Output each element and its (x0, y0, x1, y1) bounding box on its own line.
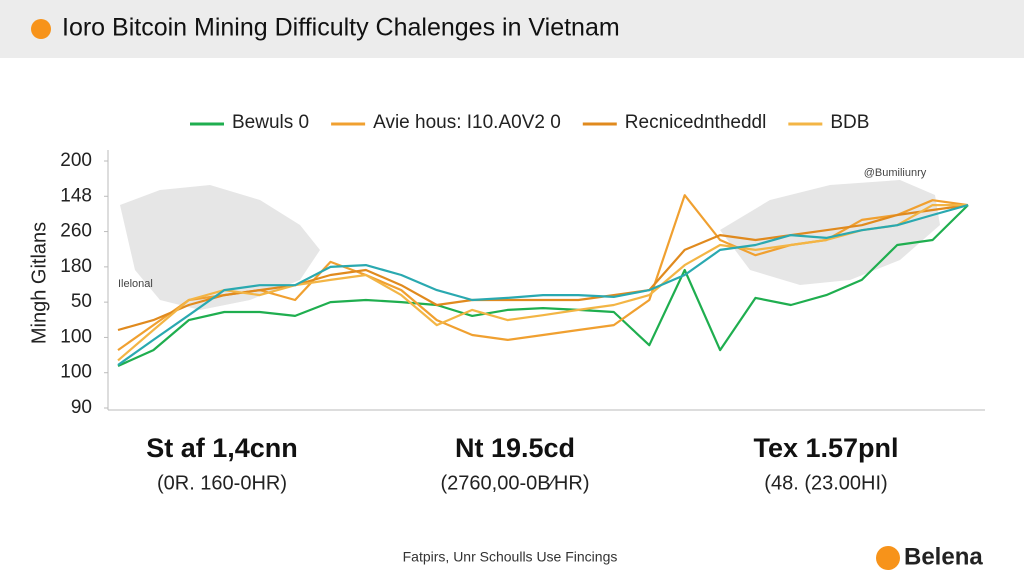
title: Ioro Bitcoin Mining Difficulty Chalenges… (62, 14, 620, 42)
y-axis-title: Mingh Gitlans (28, 222, 50, 344)
y-tick-label: 100 (60, 362, 92, 383)
legend-label: BDB (830, 112, 869, 133)
annotation: @Bumiliunry (864, 167, 927, 179)
legend-label: Avie hous: I10.A0V2 0 (373, 112, 561, 133)
header-bar (0, 0, 1024, 58)
brand: Belena (904, 543, 983, 570)
y-tick-label: 148 (60, 185, 92, 206)
y-tick-label: 260 (60, 221, 92, 242)
stats: St af 1,4cnn (0R. 160-0HR) Nt 19.5cd (2760,… (146, 433, 898, 494)
y-tick-label: 180 (60, 256, 92, 277)
y-tick-label: 50 (71, 291, 92, 312)
footer-source: Fatpirs, Unr Schoulls Use Fincings (403, 549, 618, 565)
stat-value: Nt 19.5cd (455, 433, 575, 463)
map-shape (720, 180, 940, 285)
stat-note: (48. (23.00HI) (764, 472, 887, 494)
y-tick-label: 100 (60, 326, 92, 347)
annotation: Ilelonal (118, 278, 153, 290)
stat-note: (2760,00-0B⁄HR) (441, 472, 590, 494)
stat-value: Tex 1.57pnl (753, 433, 898, 463)
brand-icon (876, 546, 900, 570)
series-line (117, 204, 969, 332)
y-tick-label: 90 (71, 397, 92, 418)
series-line (117, 204, 969, 368)
stat-note: (0R. 160-0HR) (157, 472, 287, 494)
series-line (117, 204, 969, 366)
y-tick-label: 200 (60, 150, 92, 171)
series-line (117, 204, 968, 362)
stat-value: St af 1,4cnn (146, 433, 298, 463)
bitcoin-icon (31, 19, 51, 39)
legend-label: Recnicedntheddl (625, 112, 767, 133)
legend: Bewuls 0 Avie hous: I10.A0V2 0 Recnicednth… (190, 112, 869, 133)
legend-label: Bewuls 0 (232, 112, 309, 133)
map-shape (120, 185, 320, 310)
